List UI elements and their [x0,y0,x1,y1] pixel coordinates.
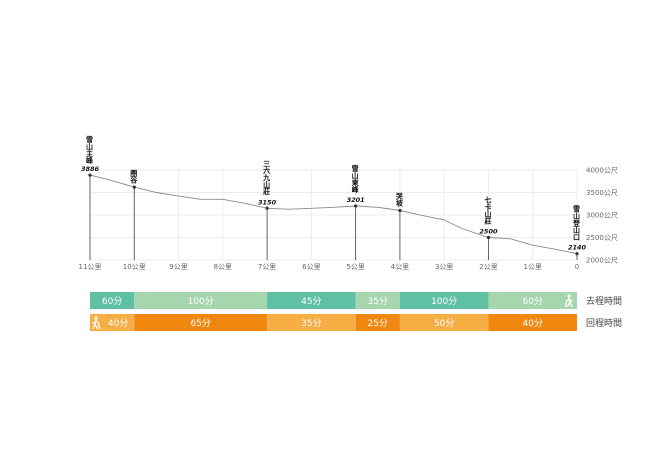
time-row-label: 回程時間 [586,318,622,329]
time-segment-label: 35分 [301,318,321,329]
time-segment-label: 100分 [188,296,214,307]
x-tick-label: 4公里 [391,263,409,271]
time-segment [399,292,489,309]
time-segment [134,314,268,331]
time-segment-label: 60分 [523,296,543,307]
time-segment [90,292,135,309]
waypoint-dot [486,235,491,240]
y-axis: 4000公尺 3500公尺 3000公尺 2500公尺 2000公尺 [586,167,618,265]
time-bars: 60分 100分 45分 35分 100分 60分 去程時間 40分 65分 35分 25分 50分 4… [90,292,622,331]
waypoint-dot [132,185,136,189]
time-segment-label: 45分 [301,296,321,307]
time-segment-label: 50分 [434,318,454,329]
time-segment [488,292,577,309]
hiker-head [567,294,571,298]
x-tick-label: 3公里 [435,263,453,271]
waypoint-elevation: 2140 [568,244,587,252]
y-tick-label: 2000公尺 [586,257,618,265]
time-segment [267,292,356,309]
time-segment-label: 25分 [368,318,388,329]
waypoint-name: 雪山登山口 [572,204,581,241]
waypoint-elevation: 3150 [258,198,277,206]
time-segment [488,314,577,331]
y-tick-label: 3500公尺 [586,189,618,197]
waypoint-dot [354,204,358,208]
waypoint-dot [398,208,402,213]
grid [89,169,578,261]
waypoint-elevation: 3201 [347,196,365,204]
time-segment-label: 100分 [431,296,457,307]
time-segment [90,314,135,331]
x-tick-label: 11公里 [79,263,102,271]
time-segment [134,292,268,309]
time-row-label: 去程時間 [586,295,622,307]
profile-series [89,174,578,255]
x-tick-label: 7公里 [258,263,276,271]
hiker-head [94,316,98,320]
x-tick-label: 6公里 [302,263,320,271]
time-segment [355,292,400,309]
y-tick-label: 4000公尺 [586,167,618,175]
hiker-icon [92,316,101,330]
waypoint-name: 三六九山莊 [263,160,272,196]
hiker-body [564,297,573,308]
elevation-line [89,174,578,255]
waypoint-elevation: 2500 [479,228,498,236]
time-segment [399,314,489,331]
y-tick-label: 3000公尺 [586,212,618,220]
x-tick-label: 8公里 [214,263,232,271]
x-tick-label: 9公里 [169,263,187,271]
time-segment-label: 40分 [108,318,128,329]
x-tick-label: 10公里 [123,263,146,271]
waypoint-dot [88,173,92,177]
waypoint-dot [575,252,579,256]
waypoint-name: 雪山東峰 [351,164,360,194]
x-axis: 11公里 10公里 9公里 8公里 7公里 6公里 5公里 4公里 3公里 2公里 1公里 0 [79,263,580,271]
x-tick-label: 2公里 [479,263,497,271]
hiker-icon [564,294,573,308]
x-tick-label: 0 [575,263,579,271]
y-tick-label: 2500公尺 [586,234,618,242]
time-segment [267,314,356,331]
x-tick-label: 5公里 [346,263,364,271]
time-segment-label: 65分 [190,318,210,329]
waypoint-dot [265,206,269,210]
time-segment-label: 40分 [523,318,543,329]
time-segment [355,314,400,331]
waypoint-name: 圈谷 [129,168,138,184]
x-tick-label: 1公里 [523,263,541,271]
time-segment-label: 35分 [368,296,388,307]
waypoint-elevation: 3886 [81,165,100,173]
hiker-body [92,319,101,330]
waypoint-name: 雪山主峰 [85,135,94,165]
waypoint-name: 七卡山莊 [484,196,493,226]
time-segment-label: 60分 [102,296,122,307]
waypoint-name: 哭坡 [395,192,404,208]
